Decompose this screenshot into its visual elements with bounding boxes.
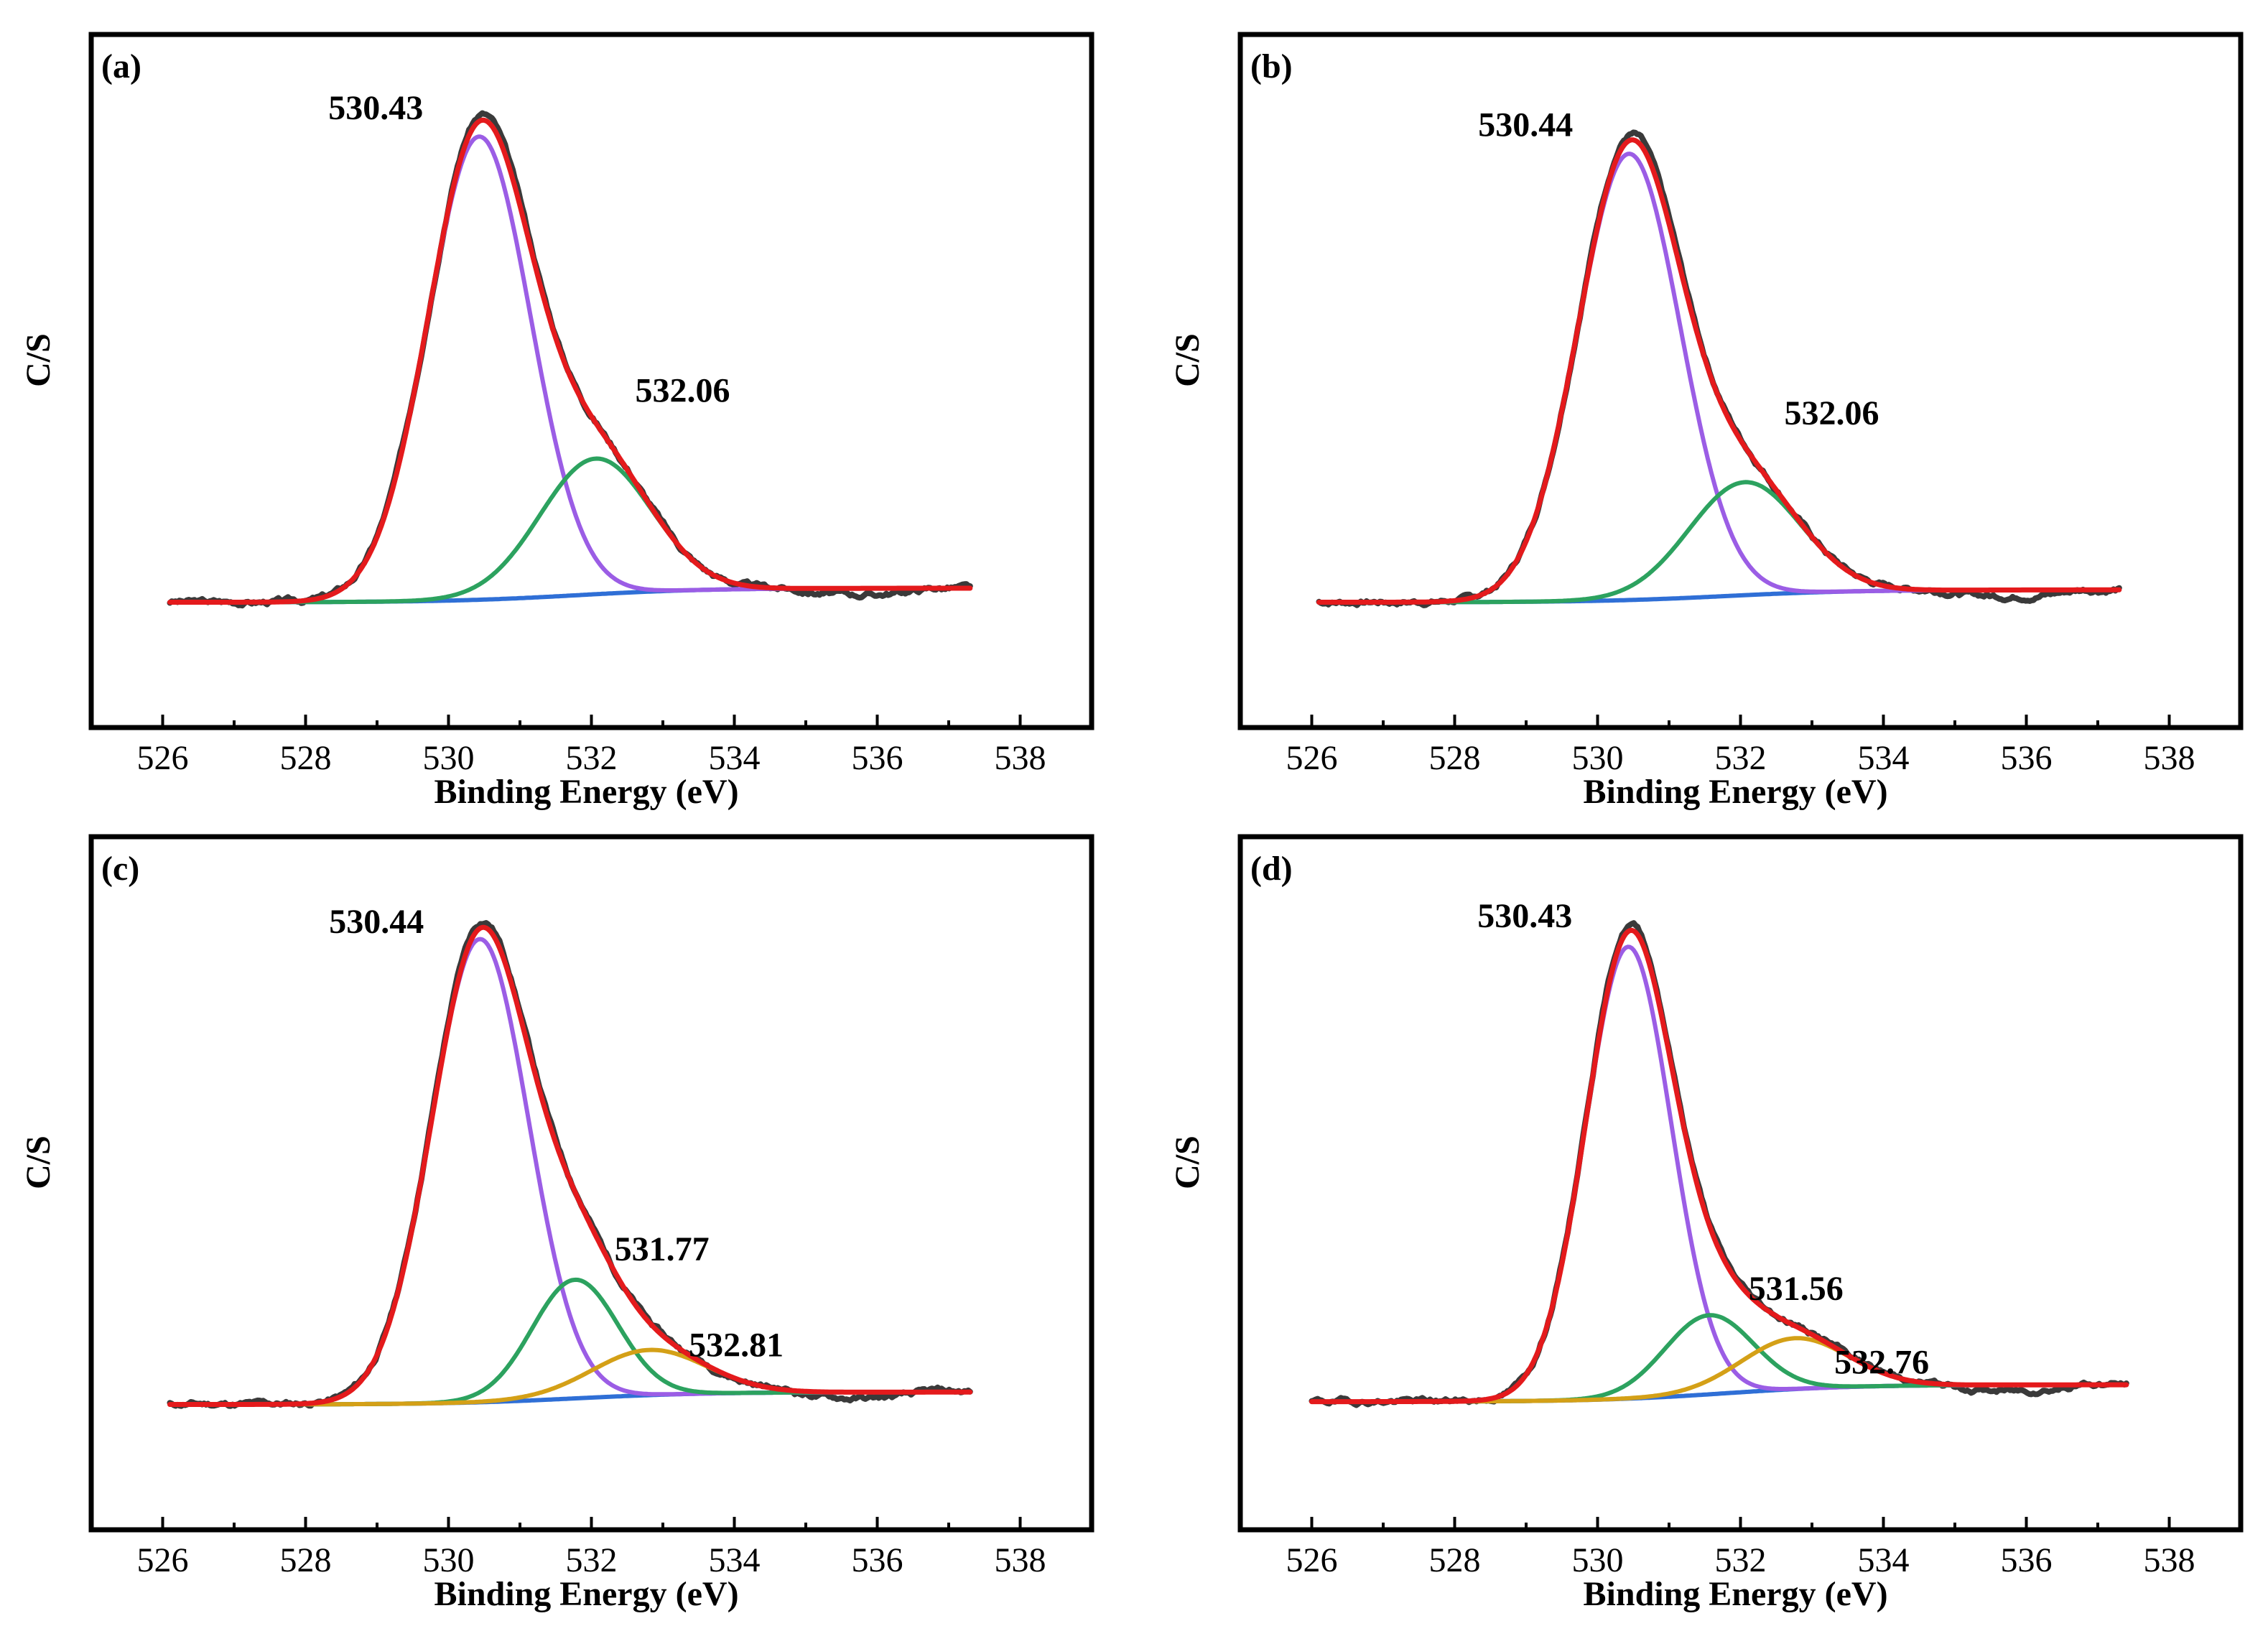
series-peak-530-44	[167, 937, 972, 1407]
series-peak-532-81	[167, 1347, 972, 1407]
x-tick-label: 532	[1715, 739, 1767, 777]
peak-annotation: 532.81	[689, 1327, 784, 1365]
x-tick-label: 534	[709, 1541, 761, 1579]
peak-annotation: 532.76	[1834, 1343, 1929, 1381]
x-tick-label: 538	[995, 1541, 1046, 1579]
x-tick-label: 538	[2144, 1541, 2195, 1579]
plot-frame	[88, 32, 1095, 730]
y-axis-title: C/S	[19, 333, 57, 387]
plot-frame	[1237, 834, 2244, 1533]
series-peak-532-06	[167, 456, 972, 605]
x-tick-label: 526	[1286, 1541, 1338, 1579]
panel-label: (d)	[1250, 850, 1293, 888]
x-tick-label: 532	[566, 739, 618, 777]
peak-annotation: 530.43	[328, 89, 423, 127]
panel-a: 526 528 530 532 534 536 538 Binding Energy (eV)…	[19, 32, 1095, 811]
plot-frame	[88, 834, 1095, 1533]
panel-b: 526 528 530 532 534 536 538 Binding Energy (eV)…	[1168, 32, 2244, 811]
plot-frame	[1237, 32, 2244, 730]
x-tick-label: 528	[280, 739, 332, 777]
series-envelope	[167, 117, 973, 605]
x-tick-label: 534	[709, 739, 761, 777]
panel-d: 526 528 530 532 534 536 538 Binding Energy (eV)…	[1168, 834, 2244, 1613]
x-tick-label: 536	[852, 739, 903, 777]
x-tick-label: 530	[1572, 1541, 1624, 1579]
peak-annotation: 530.43	[1477, 897, 1572, 935]
x-tick-label: 530	[1572, 739, 1624, 777]
x-tick-label: 536	[2001, 739, 2053, 777]
series-raw-data	[167, 920, 973, 1409]
panel-label: (a)	[101, 47, 141, 85]
y-axis-title: C/S	[1168, 333, 1207, 387]
x-tick-label: 530	[423, 739, 475, 777]
x-tick-label: 530	[423, 1541, 475, 1579]
x-tick-label: 528	[280, 1541, 332, 1579]
x-tick-label: 528	[1429, 1541, 1481, 1579]
peak-annotation: 530.44	[1478, 106, 1573, 144]
x-tick-label: 536	[2001, 1541, 2053, 1579]
series-raw-data	[1309, 920, 2129, 1408]
x-axis-title: Binding Energy (eV)	[434, 773, 739, 811]
x-tick-label: 538	[2144, 739, 2195, 777]
series-raw-data	[1316, 129, 2122, 608]
peak-annotation: 531.77	[615, 1230, 710, 1268]
x-tick-label: 526	[137, 1541, 189, 1579]
series-peak-530-43	[1309, 944, 2129, 1404]
series-peak-530-44	[1316, 152, 2121, 605]
series-envelope	[1309, 927, 2129, 1405]
peak-annotation: 532.06	[1784, 394, 1879, 432]
series-raw-data	[167, 110, 973, 609]
panel-c: 526 528 530 532 534 536 538 Binding Energy (eV)…	[19, 834, 1095, 1613]
panel-label: (b)	[1250, 47, 1293, 85]
y-axis-title: C/S	[1168, 1135, 1207, 1189]
x-tick-label: 536	[852, 1541, 903, 1579]
x-tick-label: 534	[1858, 1541, 1910, 1579]
x-tick-label: 532	[1715, 1541, 1767, 1579]
x-tick-label: 528	[1429, 739, 1481, 777]
x-axis-title: Binding Energy (eV)	[434, 1575, 739, 1613]
panel-label: (c)	[101, 850, 139, 888]
series-peak-531-77	[167, 1277, 972, 1407]
x-tick-label: 538	[995, 739, 1046, 777]
series-envelope	[1316, 137, 2122, 605]
peak-annotation: 532.06	[635, 371, 730, 409]
peak-annotation: 531.56	[1749, 1270, 1844, 1308]
peak-annotation: 530.44	[329, 903, 424, 941]
y-axis-title: C/S	[19, 1135, 57, 1189]
x-tick-label: 532	[566, 1541, 618, 1579]
x-axis-title: Binding Energy (eV)	[1584, 773, 1888, 811]
series-envelope	[167, 924, 973, 1407]
x-tick-label: 526	[137, 739, 189, 777]
x-tick-label: 534	[1858, 739, 1910, 777]
x-tick-label: 526	[1286, 739, 1338, 777]
x-axis-title: Binding Energy (eV)	[1584, 1575, 1888, 1613]
